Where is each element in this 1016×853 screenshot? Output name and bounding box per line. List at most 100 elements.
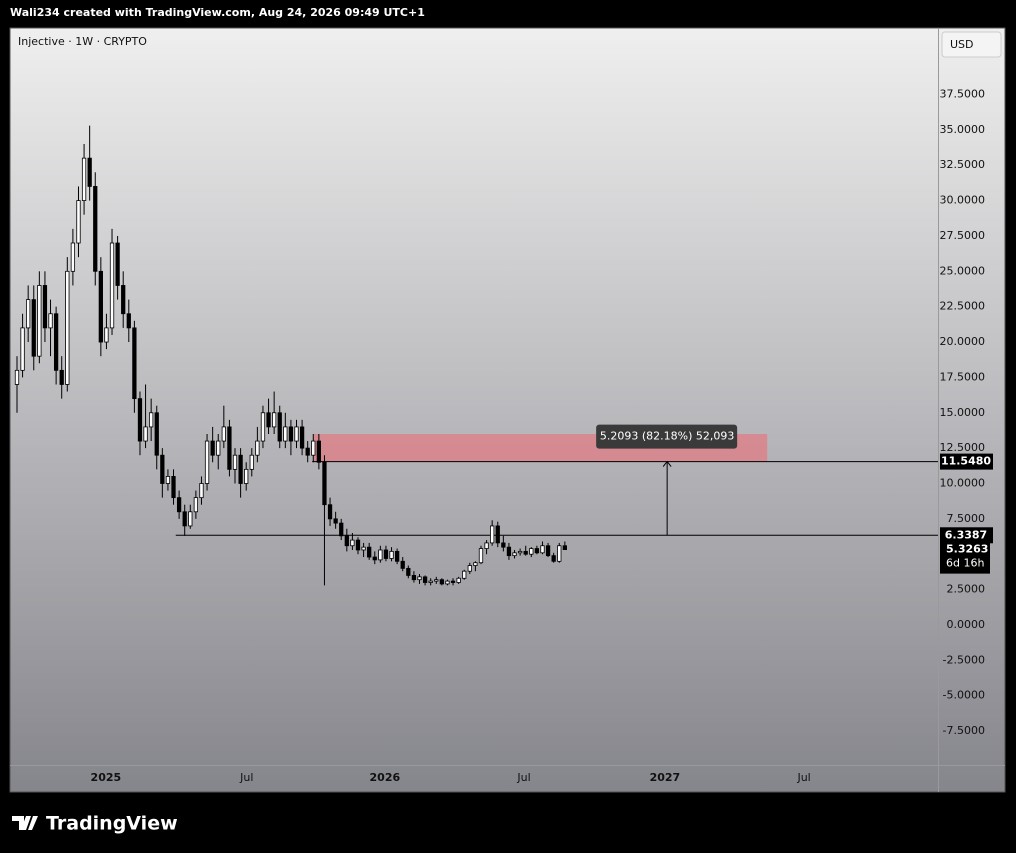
candle-body bbox=[311, 440, 316, 456]
candle-body bbox=[361, 546, 366, 551]
candle-body bbox=[272, 412, 277, 428]
candle-body bbox=[260, 412, 266, 442]
candle-body bbox=[434, 579, 439, 582]
candle-body bbox=[48, 313, 53, 329]
candle-body bbox=[344, 535, 349, 547]
candle-body bbox=[204, 440, 210, 484]
candle-body bbox=[98, 270, 103, 343]
x-tick-label: 2026 bbox=[370, 771, 401, 784]
candle-body bbox=[529, 548, 534, 555]
candle-body bbox=[551, 555, 556, 562]
symbol-title: Injective · 1W · CRYPTO bbox=[18, 35, 147, 48]
candle-body bbox=[121, 285, 126, 315]
candle-body bbox=[232, 454, 238, 470]
candle-body bbox=[65, 270, 70, 385]
candle-body bbox=[149, 412, 154, 428]
price-label-box bbox=[940, 527, 993, 544]
candle-body bbox=[517, 550, 523, 554]
plot: 37.5000 35.0000 32.5000 30.0000 27.5000 25.00… bbox=[14, 87, 993, 784]
measure-arrowhead bbox=[662, 460, 672, 467]
candle-body bbox=[299, 426, 305, 449]
candle-body bbox=[355, 539, 361, 551]
y-tick-label: 15.0000 bbox=[940, 406, 986, 419]
candle-body bbox=[372, 556, 377, 561]
candle-body bbox=[501, 542, 506, 548]
candle-body bbox=[534, 548, 540, 554]
candle-body bbox=[221, 426, 226, 442]
candle-body bbox=[20, 327, 25, 371]
y-tick-label: 27.5000 bbox=[940, 229, 986, 242]
candle-body bbox=[199, 483, 204, 499]
y-tick-label: 20.0000 bbox=[940, 335, 986, 348]
candle-body bbox=[428, 580, 433, 583]
candle-body bbox=[171, 476, 176, 499]
candle-body bbox=[411, 575, 417, 581]
candle-body bbox=[76, 200, 81, 244]
x-tick-label: Jul bbox=[796, 771, 810, 784]
candle-body bbox=[266, 412, 271, 428]
candle-body bbox=[87, 157, 92, 187]
x-tick-label: 2027 bbox=[650, 771, 681, 784]
candle-body bbox=[210, 440, 215, 456]
x-tick-label: 2025 bbox=[91, 771, 122, 784]
currency-button[interactable] bbox=[941, 31, 1002, 58]
y-tick-label: 10.0000 bbox=[940, 476, 986, 489]
candle-body bbox=[294, 426, 299, 442]
candle-body bbox=[238, 454, 243, 484]
candle-body bbox=[244, 468, 249, 484]
y-tick-label: 12.5000 bbox=[940, 441, 986, 454]
candle-body bbox=[227, 426, 232, 470]
candle-body bbox=[249, 454, 254, 470]
candle-body bbox=[42, 285, 48, 329]
candle-body bbox=[456, 577, 461, 583]
countdown: 6d 16h bbox=[946, 557, 984, 570]
candle-body bbox=[165, 476, 171, 484]
candle-body bbox=[188, 511, 193, 527]
candle-body bbox=[81, 157, 87, 201]
candle-body bbox=[557, 545, 562, 562]
candle-body bbox=[154, 412, 159, 456]
candle-body bbox=[109, 242, 115, 329]
currency[interactable]: USD bbox=[950, 38, 974, 51]
candle-body bbox=[316, 440, 322, 463]
candle-body bbox=[115, 242, 120, 286]
candle-body bbox=[545, 545, 551, 557]
candle-body bbox=[160, 454, 165, 484]
candle-body bbox=[478, 548, 484, 564]
candle-body bbox=[216, 440, 221, 456]
candle-body bbox=[523, 550, 528, 555]
candle-body bbox=[484, 542, 489, 549]
candle-body bbox=[322, 461, 327, 506]
logo-mark bbox=[12, 816, 38, 830]
candle-body bbox=[490, 525, 495, 544]
chart-frame bbox=[9, 27, 1006, 793]
candle-body bbox=[31, 299, 36, 357]
measure-label: 5.2093 (82.18%) 52,093 bbox=[600, 430, 735, 443]
y-tick-label: 2.5000 bbox=[947, 583, 986, 596]
candle-body bbox=[53, 313, 59, 371]
candle-body bbox=[445, 580, 450, 585]
candle-body bbox=[255, 440, 260, 456]
candle-body bbox=[400, 560, 405, 569]
measure-label-box bbox=[596, 424, 738, 449]
y-tick-label: 35.0000 bbox=[940, 123, 986, 136]
price-label: 11.5480 bbox=[941, 455, 991, 468]
candle-body bbox=[367, 546, 372, 558]
y-tick-label: 30.0000 bbox=[940, 194, 986, 207]
candle-body bbox=[288, 426, 294, 442]
candle-body bbox=[339, 522, 344, 537]
last-price-box bbox=[940, 541, 990, 574]
y-tick-label: -7.5000 bbox=[943, 724, 985, 737]
y-tick-label: 25.0000 bbox=[940, 264, 986, 277]
candle-body bbox=[378, 549, 383, 561]
candle-body bbox=[176, 497, 182, 513]
candle-body bbox=[406, 567, 411, 576]
candle-body bbox=[132, 327, 137, 400]
y-tick-label: -5.0000 bbox=[943, 689, 985, 702]
candle-body bbox=[59, 369, 64, 385]
candle-body bbox=[283, 426, 288, 442]
candle-body bbox=[182, 511, 187, 527]
candle-body bbox=[26, 299, 31, 329]
